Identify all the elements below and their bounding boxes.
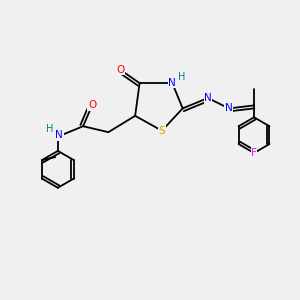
Text: F: F <box>251 148 257 158</box>
Text: N: N <box>225 103 232 113</box>
Text: N: N <box>56 130 63 140</box>
Text: H: H <box>178 72 185 82</box>
Text: H: H <box>46 124 53 134</box>
Text: O: O <box>88 100 96 110</box>
Text: S: S <box>159 126 165 136</box>
Text: O: O <box>116 65 124 75</box>
Text: N: N <box>168 77 176 88</box>
Text: N: N <box>204 93 212 103</box>
